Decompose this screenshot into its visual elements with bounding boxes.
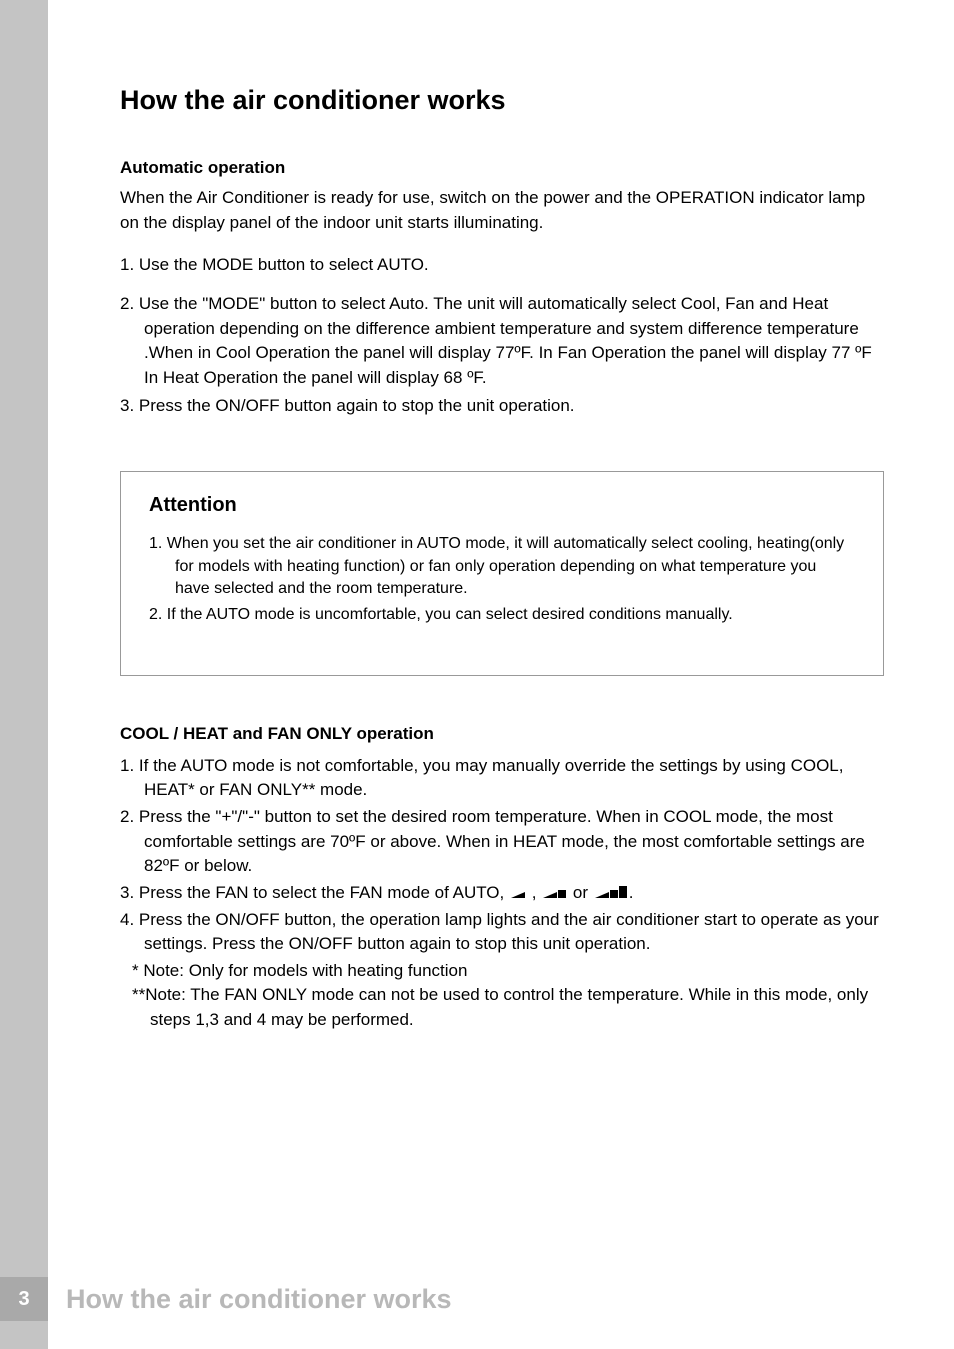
section-title: Automatic operation — [120, 158, 884, 178]
text-fragment: . — [629, 883, 634, 902]
page-title: How the air conditioner works — [120, 85, 884, 116]
attention-item: 2. If the AUTO mode is uncomfortable, yo… — [149, 604, 855, 626]
text-fragment: or — [568, 883, 593, 902]
section-automatic-operation: Automatic operation When the Air Conditi… — [120, 158, 884, 419]
section-title: COOL / HEAT and FAN ONLY operation — [120, 724, 884, 744]
intro-paragraph: When the Air Conditioner is ready for us… — [120, 186, 884, 235]
section-cool-heat-fan: COOL / HEAT and FAN ONLY operation 1. If… — [120, 724, 884, 1033]
text-fragment: , — [527, 883, 541, 902]
footer-title: How the air conditioner works — [66, 1284, 452, 1315]
list-item: 2. Use the "MODE" button to select Auto.… — [120, 292, 884, 391]
attention-box: Attention 1. When you set the air condit… — [120, 471, 884, 676]
page-number: 3 — [0, 1277, 48, 1321]
list-item-fan-modes: 3. Press the FAN to select the FAN mode … — [120, 881, 884, 906]
list-item: 1. Use the MODE button to select AUTO. — [120, 253, 884, 278]
footnote: * Note: Only for models with heating fun… — [120, 959, 884, 984]
page-footer: 3 How the air conditioner works — [0, 1277, 452, 1321]
footnote: **Note: The FAN ONLY mode can not be use… — [120, 983, 884, 1032]
attention-title: Attention — [149, 494, 855, 517]
text-fragment: 3. Press the FAN to select the FAN mode … — [120, 883, 509, 902]
attention-item: 1. When you set the air conditioner in A… — [149, 533, 855, 600]
list-item: 2. Press the "+"/"-" button to set the d… — [120, 805, 884, 879]
fan-speed-med-icon — [543, 884, 566, 898]
fan-speed-low-icon — [511, 884, 525, 898]
list-item: 3. Press the ON/OFF button again to stop… — [120, 394, 884, 419]
list-item: 1. If the AUTO mode is not comfortable, … — [120, 754, 884, 803]
list-item: 4. Press the ON/OFF button, the operatio… — [120, 908, 884, 957]
fan-speed-high-icon — [595, 884, 627, 898]
page-content: How the air conditioner works Automatic … — [0, 0, 954, 1033]
left-sidebar-tab — [0, 0, 48, 1349]
